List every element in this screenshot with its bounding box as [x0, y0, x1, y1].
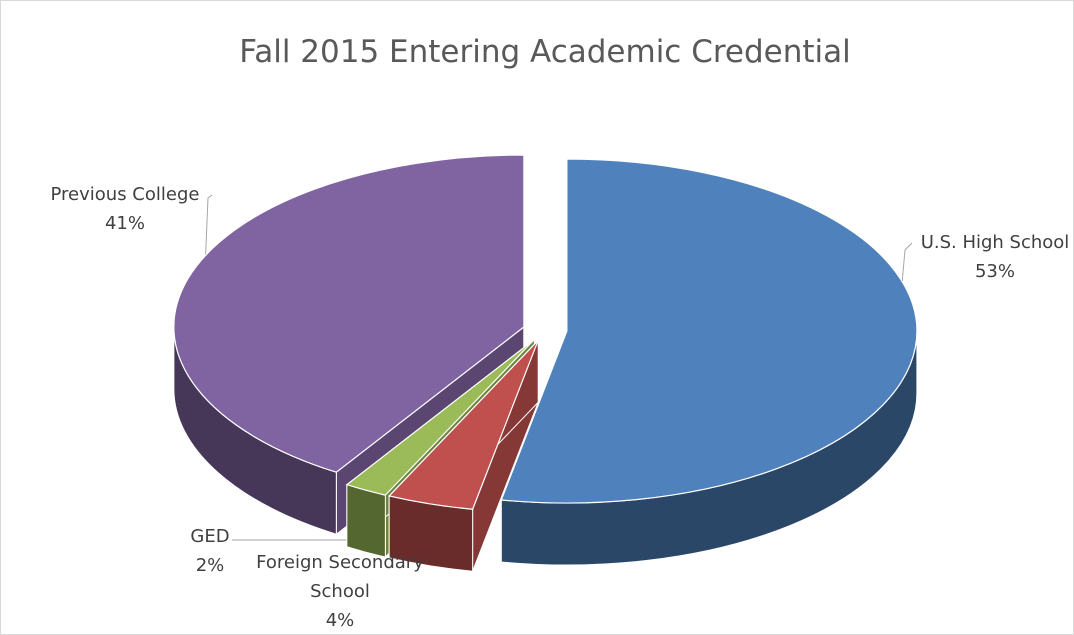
pie-slice [388, 339, 539, 510]
pie-slice [173, 154, 525, 473]
chart-title: Fall 2015 Entering Academic Credential [239, 34, 851, 70]
leader-line [204, 194, 213, 271]
slice-group [388, 339, 539, 572]
slice-side [346, 484, 386, 558]
slice-group [500, 158, 918, 566]
slice-value-label: 2% [195, 555, 225, 576]
pie-slice [500, 158, 918, 504]
slice-value-label: 53% [974, 261, 1015, 282]
slice-label: Foreign Secondary School [256, 552, 424, 602]
pie-slice [345, 338, 535, 496]
slice-label: GED [190, 526, 230, 547]
slice-label: U.S. High School [920, 232, 1070, 253]
slice-value-label: 4% [325, 610, 355, 631]
slice-value-label: 41% [104, 213, 145, 234]
slice-label: Previous College [50, 184, 200, 205]
